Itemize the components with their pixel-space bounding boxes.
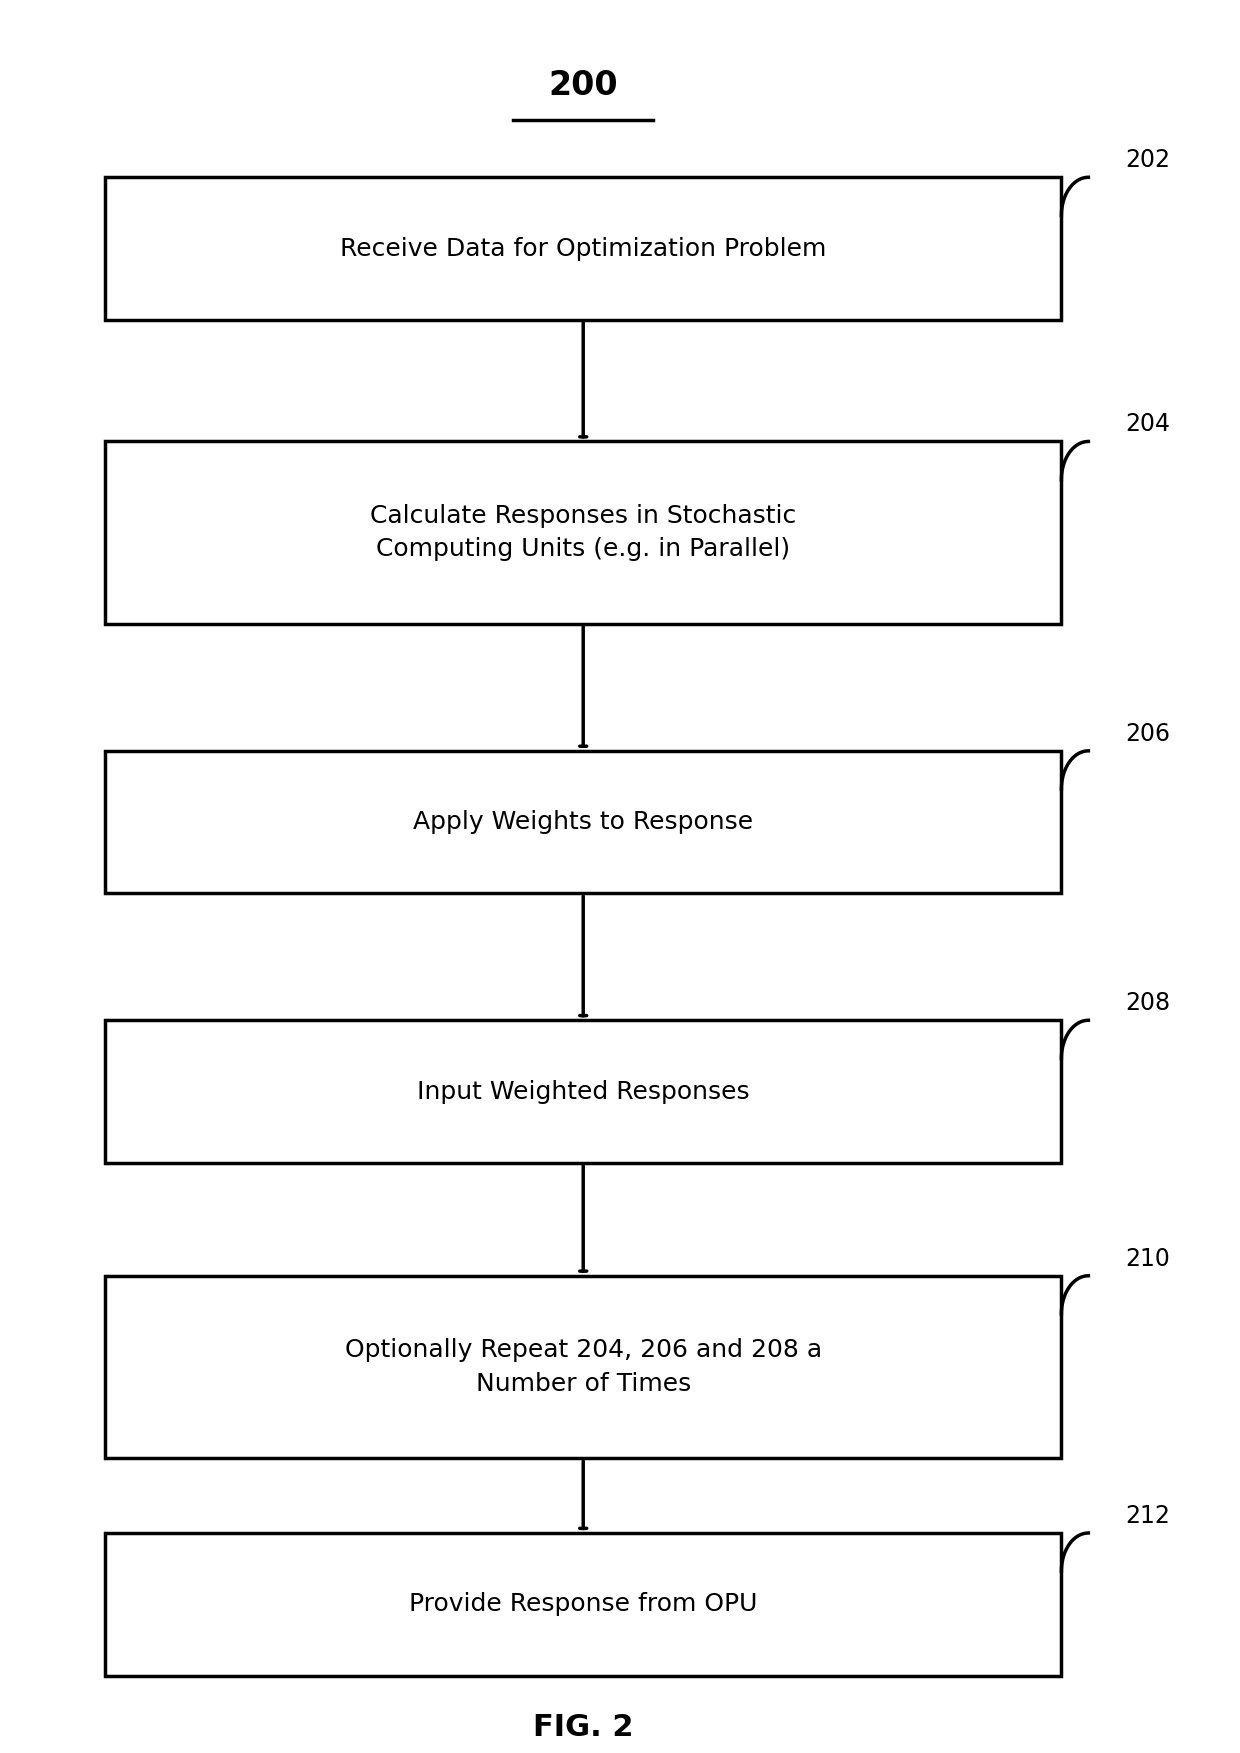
Text: 202: 202 (1125, 147, 1171, 172)
FancyBboxPatch shape (105, 177, 1061, 319)
Text: Optionally Repeat 204, 206 and 208 a
Number of Times: Optionally Repeat 204, 206 and 208 a Num… (345, 1338, 822, 1395)
Text: Calculate Responses in Stochastic
Computing Units (e.g. in Parallel): Calculate Responses in Stochastic Comput… (370, 503, 796, 561)
FancyBboxPatch shape (105, 750, 1061, 894)
FancyBboxPatch shape (105, 1276, 1061, 1458)
Text: 212: 212 (1125, 1504, 1171, 1529)
FancyBboxPatch shape (105, 442, 1061, 624)
Text: 200: 200 (548, 68, 618, 102)
Text: 206: 206 (1125, 722, 1171, 745)
FancyBboxPatch shape (105, 1534, 1061, 1676)
Text: 204: 204 (1125, 412, 1171, 436)
FancyBboxPatch shape (105, 1020, 1061, 1162)
Text: Receive Data for Optimization Problem: Receive Data for Optimization Problem (340, 237, 826, 261)
Text: 210: 210 (1125, 1246, 1171, 1271)
Text: Provide Response from OPU: Provide Response from OPU (409, 1592, 758, 1616)
Text: Input Weighted Responses: Input Weighted Responses (417, 1080, 749, 1104)
Text: Apply Weights to Response: Apply Weights to Response (413, 810, 753, 834)
Text: FIG. 2: FIG. 2 (533, 1713, 634, 1742)
Text: 208: 208 (1125, 990, 1171, 1015)
